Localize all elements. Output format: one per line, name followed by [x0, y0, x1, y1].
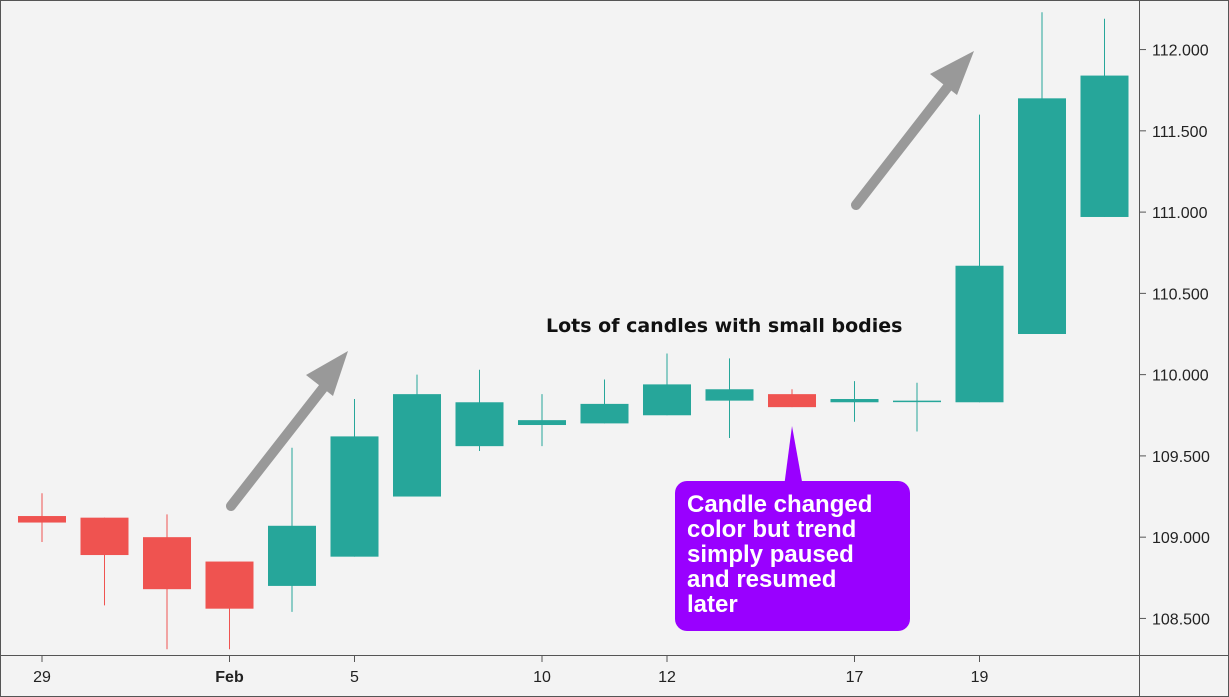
y-tick-label: 109.500: [1152, 449, 1210, 466]
candle: [643, 353, 691, 416]
candle-body: [393, 394, 441, 497]
callout-line-5: later: [687, 591, 738, 618]
candle: [393, 374, 441, 497]
candle-body: [830, 399, 879, 403]
callout-line-1: Candle changed: [687, 491, 872, 518]
candle: [768, 389, 816, 408]
candle: [143, 514, 191, 650]
candle-body: [330, 436, 379, 557]
candle-body: [268, 525, 316, 586]
x-tick-label: 5: [350, 669, 359, 686]
x-tick-label: 29: [33, 669, 51, 686]
candle-body: [1018, 98, 1066, 335]
candles-layer: [18, 12, 1129, 650]
candle: [580, 379, 629, 424]
callout-line-4: and resumed: [687, 566, 836, 593]
callout-line-3: simply paused: [687, 541, 854, 568]
candle-body: [455, 402, 504, 447]
candle: [830, 381, 879, 422]
candle: [80, 517, 129, 606]
trend-arrows: [226, 51, 974, 511]
candle-body: [205, 561, 254, 609]
y-tick-label: 110.500: [1152, 286, 1209, 303]
candle-body: [643, 384, 691, 416]
candle-body: [518, 420, 566, 426]
candle-body: [955, 265, 1004, 403]
x-tick-label: 12: [658, 669, 676, 686]
x-tick-label: 17: [846, 669, 864, 686]
candle-body: [768, 394, 816, 408]
uptrend-arrow-right: [851, 51, 974, 210]
candle-body: [80, 517, 129, 556]
candle: [455, 369, 504, 452]
candle: [893, 382, 941, 432]
y-tick-label: 110.000: [1152, 368, 1209, 385]
candle: [205, 561, 254, 650]
y-tick-label: 108.500: [1152, 611, 1210, 628]
candle: [268, 447, 316, 612]
y-tick-label: 109.000: [1152, 530, 1210, 547]
candle-body: [580, 403, 629, 424]
candle-body: [143, 537, 191, 590]
candle: [1080, 18, 1129, 217]
candle: [705, 358, 754, 439]
x-tick-label: 19: [971, 669, 989, 686]
y-tick-label: 111.000: [1152, 205, 1208, 222]
y-tick-label: 112.000: [1152, 43, 1209, 60]
callout-pointer: [784, 426, 803, 487]
small-bodies-annotation: Lots of candles with small bodies: [546, 315, 902, 337]
callout: Candle changed color but trend simply pa…: [675, 426, 910, 631]
y-tick-label: 111.500: [1152, 124, 1208, 141]
callout-box: [675, 481, 910, 631]
candle: [1018, 12, 1066, 335]
candle: [18, 493, 66, 543]
candle-body: [18, 516, 66, 523]
x-tick-label: Feb: [215, 669, 244, 686]
y-axis: 108.500 109.000 109.500 110.000 110.500 111.0…: [1139, 43, 1210, 628]
candle-body: [893, 400, 941, 403]
candle-body: [1080, 75, 1129, 217]
callout-line-2: color but trend: [687, 516, 856, 543]
x-tick-label: 10: [533, 669, 551, 686]
candle: [955, 114, 1004, 403]
candle-body: [705, 389, 754, 401]
x-axis: 29 Feb 5 10 12 17 19: [33, 655, 989, 686]
candle: [518, 394, 566, 447]
candle: [330, 399, 379, 557]
uptrend-arrow-left: [226, 351, 348, 511]
